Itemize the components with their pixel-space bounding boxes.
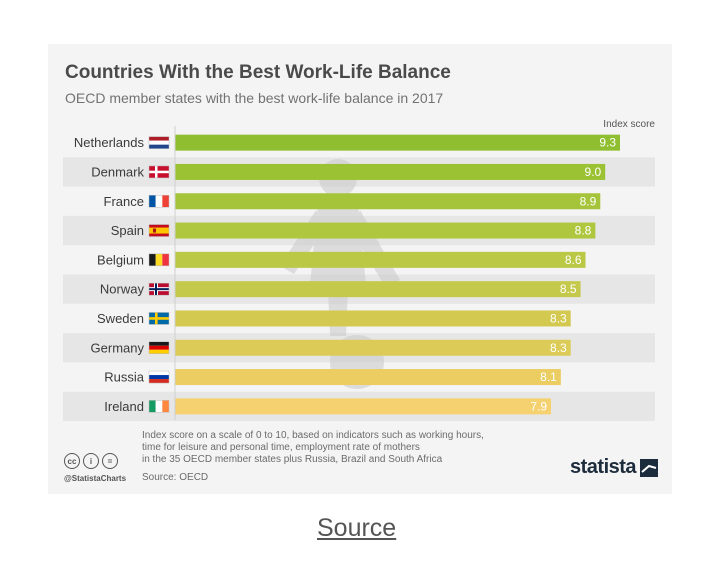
category-label: Sweden (97, 311, 144, 326)
bar-spain (175, 222, 596, 239)
category-label: Netherlands (74, 135, 145, 150)
infographic-card: Countries With the Best Work-Life Balanc… (48, 44, 672, 494)
bar-value-label: 8.1 (540, 370, 557, 384)
category-label: Belgium (97, 252, 144, 267)
bar-value-label: 8.3 (550, 311, 567, 325)
axis-value-label: Index score (603, 119, 655, 130)
category-label: France (104, 194, 144, 209)
footnote-line: Index score on a scale of 0 to 10, based… (142, 430, 484, 441)
bar-value-label: 8.6 (565, 253, 582, 267)
license-icons: cc i = (64, 453, 118, 469)
chart-subtitle: OECD member states with the best work-li… (65, 90, 444, 106)
social-handle: @StatistaCharts (64, 474, 127, 483)
sweden-flag (148, 312, 170, 325)
category-label: Spain (111, 223, 144, 238)
brand-name: statista (570, 456, 637, 478)
bar-value-label: 8.8 (575, 224, 592, 238)
russia-flag (148, 370, 170, 384)
bar-value-label: 8.3 (550, 341, 567, 355)
bar-value-label: 9.3 (599, 136, 616, 150)
spain-flag (148, 224, 170, 237)
footnote-line: time for leisure and personal time, empl… (142, 442, 420, 453)
source-note: Source: OECD (142, 472, 209, 483)
germany-flag (148, 341, 170, 354)
bar-value-label: 8.5 (560, 282, 577, 296)
bar-value-label: 9.0 (585, 165, 602, 179)
cc-icon: cc (64, 453, 80, 469)
bar-germany (175, 339, 571, 356)
category-label: Germany (91, 340, 145, 355)
bar-chart: Netherlands Denmark France Spain Belgium Norw… (63, 119, 655, 421)
category-label: Denmark (91, 164, 144, 179)
footnote-line: in the 35 OECD member states plus Russia… (142, 454, 443, 465)
source-link[interactable]: Source (317, 514, 397, 542)
norway-flag (148, 282, 170, 296)
category-label: Russia (104, 370, 145, 385)
bar-ireland (175, 398, 551, 415)
bar-netherlands (175, 134, 620, 151)
bar-norway (175, 281, 581, 298)
nd-icon: = (102, 453, 118, 469)
bar-belgium (175, 251, 586, 268)
bar-value-label: 7.9 (530, 399, 547, 413)
france-flag (148, 195, 170, 208)
statista-logo: statista (570, 456, 659, 479)
category-label: Norway (100, 282, 145, 297)
footnote: Index score on a scale of 0 to 10, based… (142, 430, 562, 466)
statista-mark-icon (640, 458, 659, 477)
bar-value-label: 8.9 (580, 194, 597, 208)
ireland-flag (148, 400, 170, 413)
bar-russia (175, 369, 561, 386)
denmark-flag (148, 165, 170, 179)
category-label: Ireland (104, 399, 144, 414)
by-icon: i (83, 453, 99, 469)
bar-sweden (175, 310, 571, 327)
chart-title: Countries With the Best Work-Life Balanc… (65, 62, 451, 83)
bar-france (175, 193, 601, 210)
bar-denmark (175, 163, 606, 180)
belgium-flag (148, 253, 170, 267)
netherlands-flag (148, 136, 170, 149)
